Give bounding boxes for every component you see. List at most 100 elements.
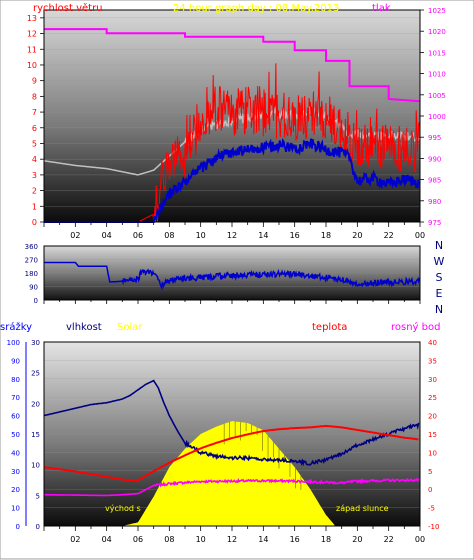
y-left-tick-label: 6 <box>32 124 37 133</box>
series-line-pressure <box>44 28 421 103</box>
compass-label: W <box>434 255 445 268</box>
x-tick-label: 00 <box>415 535 425 544</box>
x-tick-label: 02 <box>70 231 80 240</box>
compass-label: N <box>435 239 443 252</box>
y-rain-tick-label: 40 <box>11 449 20 457</box>
y-rain-tick-label: 70 <box>11 394 20 402</box>
y-rain-tick-label: 30 <box>11 468 20 476</box>
x-tick-label: 04 <box>102 231 112 240</box>
y-right-tick-label: 995 <box>428 134 441 142</box>
y-left-tick-label: 180 <box>25 270 38 278</box>
y-right-tick-label: 15 <box>428 431 437 439</box>
y-right-tick-label: -10 <box>428 523 439 531</box>
dewpoint-label: rosný bod <box>391 321 440 333</box>
series-line-temperature <box>43 424 419 482</box>
y-right-tick-label: 980 <box>428 198 441 206</box>
y-rain-tick-label: 80 <box>11 376 20 384</box>
x-tick-label: 06 <box>133 535 143 544</box>
x-tick-label: 04 <box>102 535 112 544</box>
solar-area <box>122 421 336 526</box>
y-right-tick-label: 990 <box>428 155 441 163</box>
y-left-tick-label: 9 <box>32 77 37 86</box>
x-tick-label: 12 <box>227 231 237 240</box>
compass-label: E <box>436 287 443 300</box>
y-right-tick-label: 1015 <box>428 49 446 57</box>
y-rain-tick-label: 90 <box>11 357 20 365</box>
y-right-tick-label: 1000 <box>428 113 446 121</box>
x-tick-label: 18 <box>321 231 331 240</box>
y-right-tick-label: 20 <box>428 413 437 421</box>
y-rain-tick-label: 0 <box>16 523 20 531</box>
y-left-tick-label: 2 <box>32 187 37 196</box>
y-left-tick-label: 1 <box>32 202 37 211</box>
compass-label: N <box>435 303 443 316</box>
y-right-tick-label: 0 <box>428 486 432 494</box>
x-tick-label: 08 <box>164 535 174 544</box>
x-tick-label: 22 <box>384 535 394 544</box>
y-humidity-tick-label: 30 <box>31 339 40 347</box>
y-right-tick-label: 1025 <box>428 7 446 15</box>
x-tick-label: 22 <box>384 231 394 240</box>
y-left-tick-label: 8 <box>32 92 37 101</box>
y-right-tick-label: 1010 <box>428 71 446 79</box>
temperature-label: teplota <box>312 322 347 333</box>
y-left-tick-label: 7 <box>32 108 37 117</box>
x-tick-label: 00 <box>415 231 425 240</box>
y-humidity-tick-label: 20 <box>31 400 40 408</box>
y-left-tick-label: 11 <box>27 45 37 54</box>
y-left-tick-label: 5 <box>32 139 37 148</box>
plot-border <box>43 341 421 527</box>
series-line-direction <box>44 261 421 291</box>
y-right-tick-label: 35 <box>428 357 437 365</box>
x-tick-label: 20 <box>352 231 362 240</box>
y-rain-tick-label: 50 <box>11 431 20 439</box>
x-tick-label: 20 <box>352 535 362 544</box>
y-humidity-tick-label: 15 <box>31 431 40 439</box>
y-right-tick-label: 25 <box>428 394 437 402</box>
y-right-tick-label: 5 <box>428 468 432 476</box>
y-right-tick-label: 30 <box>428 376 437 384</box>
right-axis-label: tlak <box>372 3 391 14</box>
y-right-tick-label: 1005 <box>428 92 446 100</box>
x-tick-label: 12 <box>227 535 237 544</box>
y-rain-tick-label: 100 <box>7 339 20 347</box>
y-left-tick-label: 13 <box>27 14 37 23</box>
y-right-tick-label: 40 <box>428 339 437 347</box>
x-tick-label: 10 <box>196 535 206 544</box>
x-tick-label: 06 <box>133 231 143 240</box>
y-humidity-tick-label: 5 <box>36 492 40 500</box>
compass-label: S <box>436 271 443 284</box>
y-left-tick-label: 10 <box>27 61 37 70</box>
y-left-tick-label: 360 <box>25 243 38 251</box>
y-left-tick-label: 90 <box>29 284 38 292</box>
solar-label: Solar <box>117 322 143 333</box>
humidity-label: vlhkost <box>66 322 102 333</box>
y-rain-tick-label: 60 <box>11 413 20 421</box>
left-axis-label: rychlost větru <box>33 2 103 14</box>
y-humidity-tick-label: 10 <box>31 462 40 470</box>
x-tick-label: 16 <box>290 535 300 544</box>
y-humidity-tick-label: 25 <box>31 370 40 378</box>
x-tick-label: 14 <box>258 535 268 544</box>
sunset-annotation: západ slunce <box>336 504 389 513</box>
x-tick-label: 14 <box>258 231 268 240</box>
series-line-humidity <box>43 379 420 467</box>
chart-title: 24 hour graph day : 08.May.2013 <box>173 3 339 14</box>
rain-humidity-temperature-chart: -10-505101520253035400102030405060708090… <box>0 321 440 544</box>
y-right-tick-label: 985 <box>428 177 441 185</box>
y-left-tick-label: 12 <box>27 30 37 39</box>
series-line-dewpoint <box>44 477 420 497</box>
rain-label: srážky <box>0 321 32 333</box>
x-tick-label: 18 <box>321 535 331 544</box>
x-tick-label: 02 <box>70 535 80 544</box>
y-right-tick-label: 975 <box>428 219 441 227</box>
x-tick-label: 10 <box>196 231 206 240</box>
y-rain-tick-label: 10 <box>11 505 20 513</box>
sunrise-annotation: východ s <box>105 504 141 513</box>
x-tick-label: 08 <box>164 231 174 240</box>
y-right-tick-label: 1020 <box>428 28 446 36</box>
y-humidity-tick-label: 0 <box>36 523 40 531</box>
